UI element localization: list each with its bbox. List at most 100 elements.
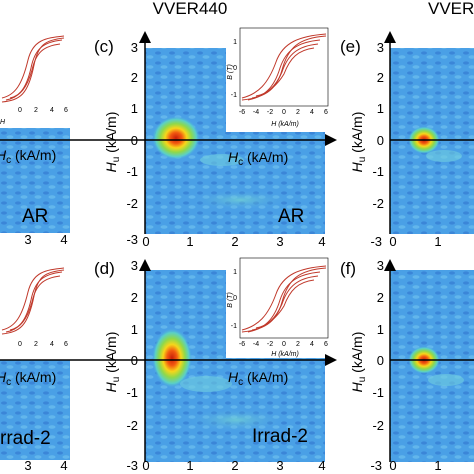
hysteresis-loop [1,267,65,335]
panel-tag: AR [278,206,304,227]
y-tick: 3 [131,40,138,55]
y-tick: 2 [377,290,384,305]
x-tick: 0 [142,458,149,473]
hot-spot [152,116,200,160]
inset-y-label: B (T) [227,64,234,80]
inset-y-tick: 0 [233,295,237,302]
axis-label-hu: Hu (kA/m) [349,332,368,393]
axis-label-hu: Hu (kA/m) [103,332,122,393]
y-tick: -1 [372,385,384,400]
y-tick: -1 [126,164,138,179]
inset-x-tick: 4 [310,109,314,116]
panel-tag: rrad-2 [0,428,51,449]
y-tick: -1 [372,164,384,179]
inset-x-tick: 2 [34,107,38,114]
panel-f: (f) Hu (kA/m) 3 2 1 0 -1 -2 -3 0 1 [340,258,474,473]
x-tick: 2 [231,458,238,473]
y-tick: 1 [377,322,384,337]
panel-label: (f) [340,259,356,278]
y-tick: 0 [377,133,384,148]
y-tick: 2 [131,70,138,85]
inset-x-tick: 4 [50,107,54,114]
inset-x-tick: 6 [324,109,328,116]
x-tick: 3 [24,232,31,247]
inset-x-tick: 6 [64,341,68,348]
y-tick: -2 [372,418,384,433]
x-tick: 0 [389,234,396,249]
axis-label-hu: Hu (kA/m) [349,112,368,173]
y-tick: 0 [377,353,384,368]
x-tick: 3 [276,234,283,249]
x-tick: 3 [24,458,31,473]
inset-x-label: H [0,119,6,126]
y-tick: 3 [377,40,384,55]
inset-x-tick: 0 [282,109,286,116]
x-tick: 1 [434,234,441,249]
inset-x-tick: -4 [253,109,259,116]
inset-y-tick: 0 [233,65,237,72]
y-tick: 1 [131,322,138,337]
inset-x-tick: -4 [253,341,259,348]
inset-y-tick: 1 [233,39,237,46]
x-tick: 3 [276,458,283,473]
inset-x-label: H (kA/m) [271,121,299,128]
inset-y-label: B (T) [227,292,234,308]
inset-y-tick: 1 [233,269,237,276]
hysteresis-loop [241,265,327,333]
y-tick: 3 [131,258,138,273]
inset-x-tick: 2 [296,109,300,116]
x-tick: 2 [231,234,238,249]
panel-label: (e) [340,37,361,56]
y-tick: -3 [126,232,138,247]
y-tick: -3 [126,458,138,473]
x-tick: 0 [389,458,396,473]
x-tick: -3 [370,458,382,473]
hysteresis-loop [241,33,327,101]
inset-x-tick: 4 [310,341,314,348]
inset-x-tick: 0 [18,341,22,348]
hysteresis-inset [0,252,70,356]
x-tick: 0 [142,234,149,249]
y-tick: 2 [377,70,384,85]
axis-label-hc: Hc (kA/m) [0,369,56,388]
y-tick: 0 [131,353,138,368]
panel-label: (c) [94,37,114,56]
panel-tag: Irrad-2 [252,426,308,447]
inset-x-tick: 6 [324,341,328,348]
y-tick: -2 [126,418,138,433]
inset-x-tick: -6 [239,109,245,116]
axis-label-hc: Hc (kA/m) [228,149,288,168]
panel-e: (e) Hu (kA/m) 3 2 1 0 -1 -2 -3 0 1 [340,31,474,249]
inset-x-tick: 2 [34,341,38,348]
x-tick: 4 [60,458,67,473]
inset-y-tick: -1 [231,92,237,99]
inset-x-tick: -6 [239,341,245,348]
panel-left-bottom: 0 2 4 6 Hc (kA/m) rrad-2 3 4 [0,252,70,473]
panel-left-top: H 0 2 4 6 Hc (kA/m) AR 3 4 [0,22,70,247]
x-tick: 4 [60,232,67,247]
y-tick: 0 [131,133,138,148]
inset-x-tick: 6 [64,107,68,114]
panel-c: B (T) 1 0 -1 -6 -4 -2 0 2 4 6 H (kA/m) (… [70,22,337,249]
y-tick: 1 [377,101,384,116]
title-vver: VVER [428,0,474,18]
inset-x-label: H (kA/m) [271,351,299,358]
y-tick: -2 [372,196,384,211]
hysteresis-loop [1,35,65,103]
inset-y-tick: -1 [231,323,237,330]
title-vver440: VVER440 [153,0,228,18]
inset-x-tick: -2 [267,341,273,348]
inset-x-tick: 2 [296,341,300,348]
y-tick: 2 [131,290,138,305]
axis-label-hc: Hc (kA/m) [0,147,56,166]
inset-x-tick: 4 [50,341,54,348]
y-tick: 1 [131,101,138,116]
panel-label: (d) [94,259,115,278]
y-tick: -1 [126,385,138,400]
x-tick: 4 [318,234,325,249]
hot-spot [152,328,192,388]
x-tick: 1 [434,458,441,473]
axis-label-hu: Hu (kA/m) [103,112,122,173]
x-tick: 1 [186,458,193,473]
